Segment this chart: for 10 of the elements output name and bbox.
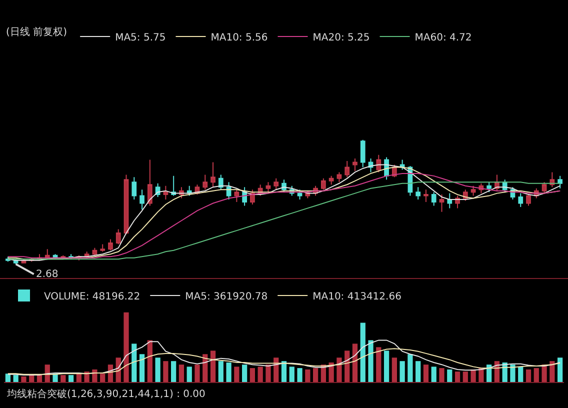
legend-title: (日线 前复权) xyxy=(6,26,68,38)
legend-label: MA20: 5.25 xyxy=(312,32,370,44)
legend-label: MA10: 413412.66 xyxy=(312,291,402,302)
legend-label: MA10: 5.56 xyxy=(210,32,268,44)
legend-label: MA5: 5.75 xyxy=(115,32,166,44)
legend-label: VOLUME: 48196.22 xyxy=(44,291,140,302)
legend-label: MA60: 4.72 xyxy=(414,32,472,44)
legend-label: MA5: 361920.78 xyxy=(185,291,268,302)
annotation: 2.68 xyxy=(36,269,58,280)
text: 均线粘合突破(1,26,3,90,21,44,1,1) : 0.00 xyxy=(6,388,206,400)
